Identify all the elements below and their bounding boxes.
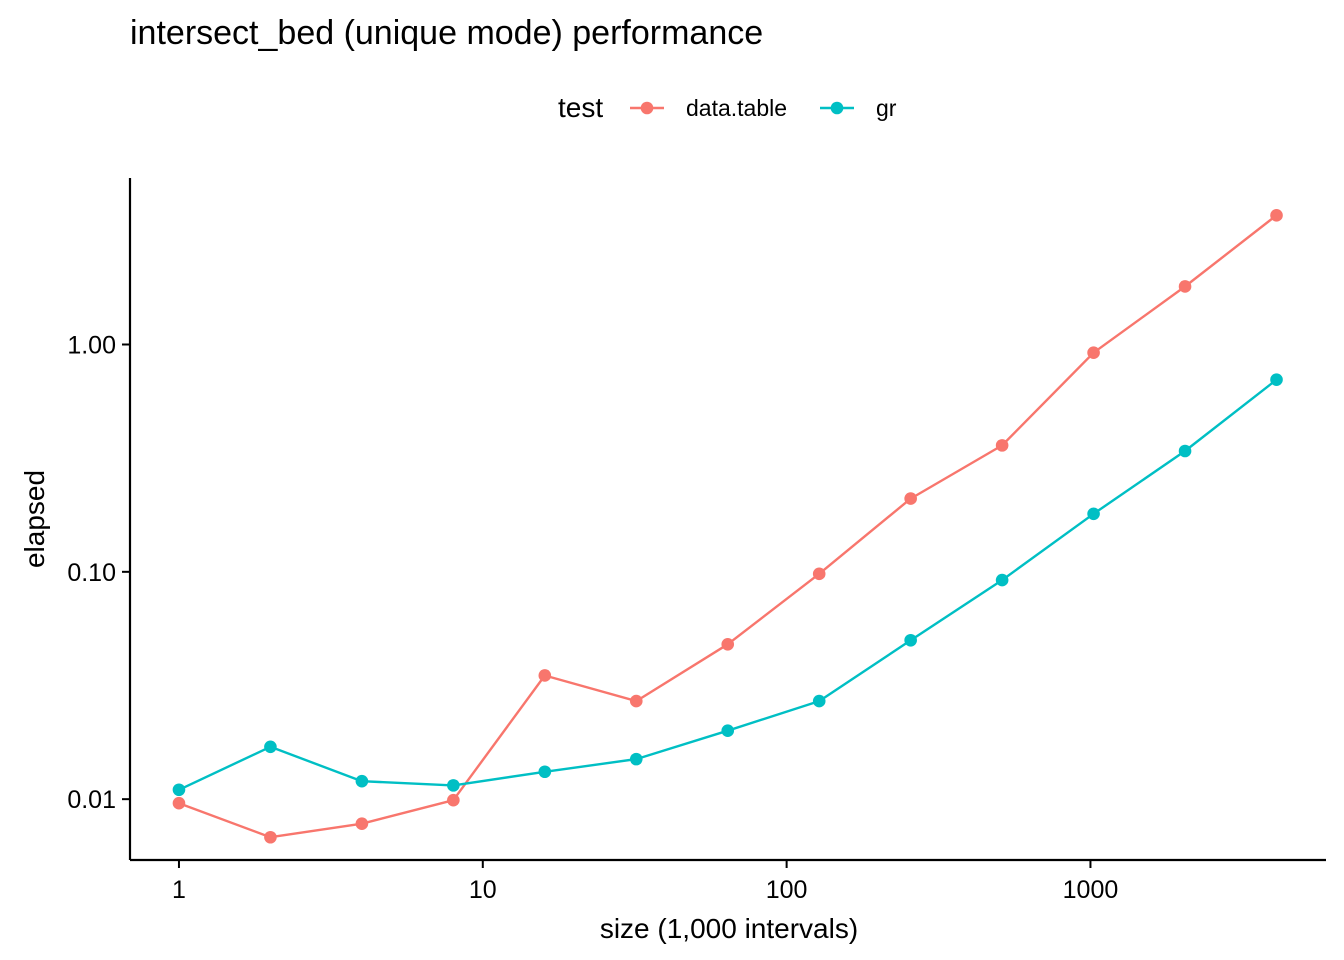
data-point — [1087, 507, 1100, 521]
x-tick-label: 1000 — [1063, 876, 1119, 904]
legend-item: gr — [820, 95, 897, 121]
legend-label: gr — [876, 95, 897, 121]
axes: 1 10 100 1000 0.01 0.10 1.00 — [67, 178, 1326, 904]
x-tick-label: 10 — [469, 876, 497, 904]
data-point — [264, 740, 277, 754]
data-point — [629, 694, 643, 708]
chart-title: intersect_bed (unique mode) performance — [130, 14, 763, 52]
data-point — [1178, 444, 1192, 458]
data-point — [264, 830, 277, 844]
data-point — [995, 439, 1009, 452]
data-point — [1178, 280, 1192, 293]
data-point — [355, 817, 369, 830]
data-point — [812, 567, 826, 581]
plot-area — [172, 209, 1283, 844]
y-tick-label: 0.10 — [67, 559, 116, 587]
series-1 — [172, 373, 1283, 797]
data-point — [447, 793, 460, 807]
y-tick-label: 0.01 — [67, 786, 116, 814]
y-axis-title: elapsed — [19, 470, 50, 568]
data-point — [904, 492, 917, 505]
series-0 — [172, 209, 1283, 844]
data-point — [904, 633, 917, 647]
data-point — [721, 637, 735, 651]
series-line — [178, 214, 1278, 839]
data-point — [629, 752, 643, 766]
data-point — [1270, 209, 1283, 222]
legend-key-point — [830, 101, 844, 115]
x-tick-label: 100 — [766, 876, 808, 904]
x-tick-label: 1 — [172, 876, 186, 904]
data-point — [355, 774, 369, 788]
data-point — [538, 765, 552, 779]
legend: test data.table gr — [558, 92, 897, 123]
data-point — [538, 669, 552, 682]
legend-item: data.table — [630, 95, 787, 121]
data-point — [447, 779, 460, 792]
data-point — [172, 783, 186, 797]
legend-title: test — [558, 92, 603, 123]
data-point — [812, 694, 826, 708]
legend-label: data.table — [686, 95, 787, 121]
legend-key-point — [640, 101, 654, 115]
data-point — [1270, 373, 1283, 387]
data-point — [995, 573, 1009, 587]
data-point — [721, 724, 735, 738]
y-tick-label: 1.00 — [67, 331, 116, 359]
x-axis-title: size (1,000 intervals) — [600, 913, 858, 944]
data-point — [1087, 346, 1100, 360]
data-point — [172, 796, 186, 810]
